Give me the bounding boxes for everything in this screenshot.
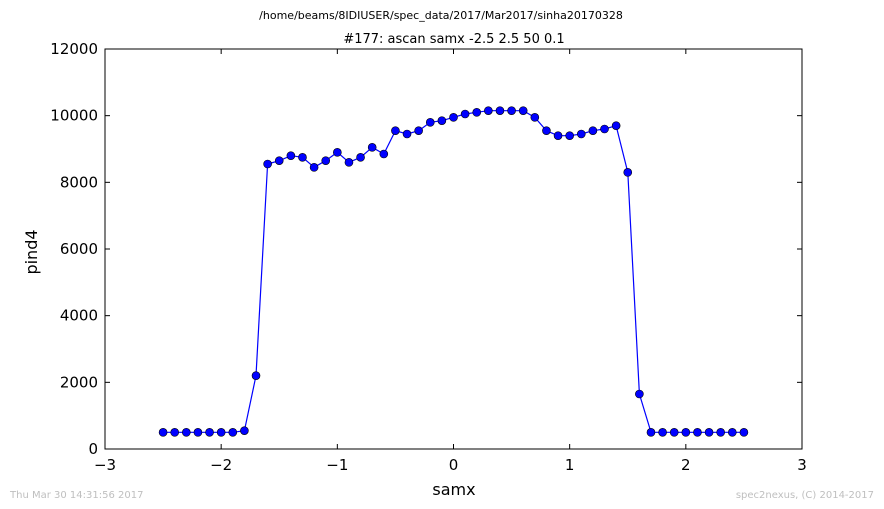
data-point (228, 428, 238, 437)
data-point (507, 106, 516, 115)
data-point (484, 106, 493, 115)
data-point (669, 428, 679, 437)
data-point (693, 428, 702, 437)
data-point (553, 131, 563, 140)
data-point (274, 156, 284, 165)
data-point (170, 428, 179, 437)
data-point (646, 428, 656, 437)
footer-timestamp: Thu Mar 30 14:31:56 2017 (9, 490, 143, 501)
data-point (402, 129, 412, 139)
data-point (391, 126, 400, 135)
data-point (472, 108, 482, 117)
plot-area-frame (104, 48, 803, 450)
series-line (163, 110, 744, 433)
y-tick-label: 2000 (60, 373, 98, 391)
data-point (588, 126, 598, 135)
y-tick-label: 8000 (60, 173, 98, 191)
data-series (158, 106, 749, 437)
data-point (182, 428, 191, 437)
data-point (727, 428, 737, 437)
data-point (193, 428, 203, 437)
data-point (600, 124, 609, 134)
data-point (286, 151, 296, 160)
data-point (460, 109, 470, 119)
x-axis-ticks: −3 −2 −1 0 1 2 3 (94, 49, 807, 474)
data-point (716, 428, 725, 437)
y-tick-label: 6000 (60, 240, 98, 258)
data-point (321, 156, 331, 165)
data-point (530, 113, 540, 122)
chart-title: #177: ascan samx -2.5 2.5 50 0.1 (343, 32, 564, 47)
data-point (565, 131, 574, 140)
y-tick-label: 0 (88, 440, 98, 458)
data-point (158, 428, 168, 437)
x-tick-label: 3 (797, 456, 807, 474)
data-point (414, 126, 423, 135)
data-point (576, 129, 586, 139)
data-point (251, 371, 261, 380)
data-point (739, 428, 749, 437)
x-tick-label: 1 (565, 456, 575, 474)
data-point (658, 428, 667, 437)
data-point (681, 428, 691, 437)
y-axis-label: pind4 (22, 229, 41, 274)
y-tick-label: 4000 (60, 307, 98, 325)
data-point (298, 153, 307, 162)
data-point (425, 118, 435, 127)
data-point (205, 428, 214, 437)
data-point (449, 113, 458, 122)
data-point (263, 159, 272, 169)
data-point (356, 153, 365, 162)
x-tick-label: 0 (449, 456, 459, 474)
data-point (216, 428, 226, 437)
data-point (367, 143, 377, 152)
x-tick-label: −1 (326, 456, 348, 474)
data-point (704, 428, 714, 437)
data-point (309, 163, 319, 172)
x-tick-label: 2 (681, 456, 691, 474)
data-point (518, 106, 528, 115)
x-tick-label: −2 (210, 456, 232, 474)
footer-credit: spec2nexus, (C) 2014-2017 (736, 490, 874, 501)
y-tick-label: 12000 (50, 40, 98, 58)
data-point (333, 148, 342, 157)
data-point (344, 158, 354, 167)
x-axis-label: samx (432, 480, 475, 499)
x-tick-label: −3 (94, 456, 116, 474)
data-point (240, 426, 249, 435)
y-axis-ticks: 0 2000 4000 6000 8000 10000 12000 (50, 40, 802, 458)
data-point (542, 126, 551, 135)
y-tick-label: 10000 (50, 107, 98, 125)
file-path-header: /home/beams/8IDIUSER/spec_data/2017/Mar2… (259, 9, 623, 22)
data-point (437, 116, 447, 125)
data-point (379, 149, 389, 159)
data-point (623, 168, 633, 177)
data-point (611, 121, 621, 130)
data-point (495, 106, 505, 115)
data-point (635, 389, 644, 399)
